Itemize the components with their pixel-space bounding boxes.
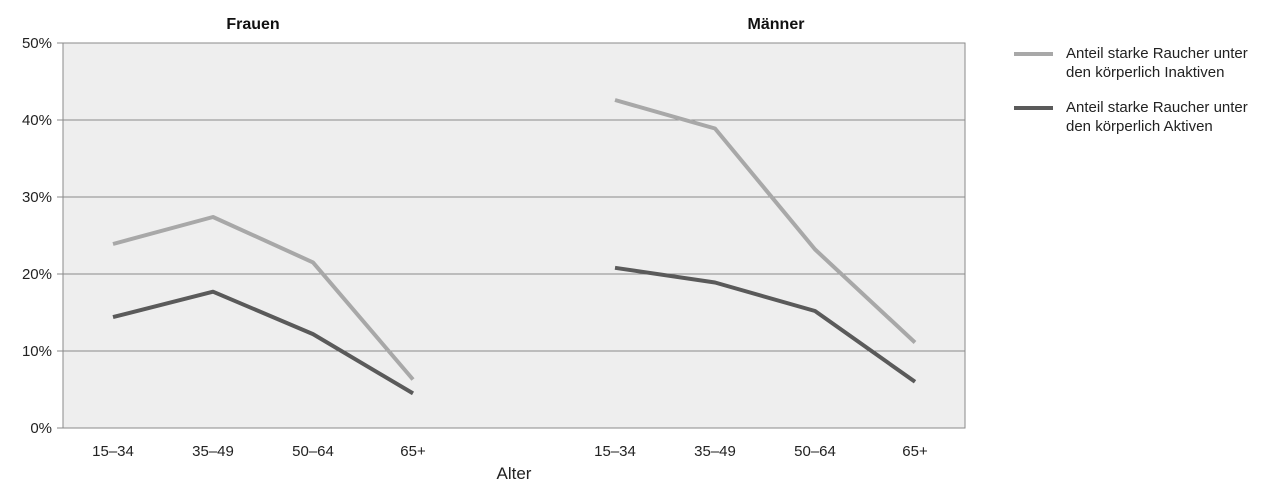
x-tick-label: 35–49 [694,443,736,460]
y-tick-label: 50% [22,35,52,52]
y-tick-label: 30% [22,189,52,206]
plot-area [62,42,966,429]
x-tick-label: 65+ [902,443,928,460]
series-line-inaktive-maenner [614,98,917,344]
series-line-aktive-frauen [112,289,415,396]
x-axis-title: Alter [497,464,532,482]
y-axis-tick-labels: 0% 10% 20% 30% 40% 50% [22,35,52,437]
y-tick-label: 10% [22,343,52,360]
x-tick-label: 15–34 [594,443,636,460]
x-tick-label: 15–34 [92,443,134,460]
grid-lines [57,42,965,429]
y-tick-label: 0% [30,420,52,437]
x-tick-label: 35–49 [192,443,234,460]
series-lines [112,98,917,396]
y-tick-label: 40% [22,112,52,129]
x-tick-label: 65+ [400,443,426,460]
legend-label: Anteil starke Raucher unter [1066,99,1248,116]
group-titles: Frauen Männer [226,16,804,33]
x-axis-tick-labels: 15–34 35–49 50–64 65+ 15–34 35–49 50–64 65+ [92,443,928,460]
series-line-aktive-maenner [614,265,917,384]
legend-label: Anteil starke Raucher unter [1066,45,1248,62]
y-tick-label: 20% [22,266,52,283]
x-tick-label: 50–64 [794,443,836,460]
x-tick-label: 50–64 [292,443,334,460]
group-title-maenner: Männer [748,16,805,33]
legend: Anteil starke Raucher unter den körperlic… [1014,45,1248,135]
group-title-frauen: Frauen [226,16,279,33]
series-line-inaktive-frauen [112,215,415,381]
legend-label: den körperlich Inaktiven [1066,64,1224,81]
legend-label: den körperlich Aktiven [1066,118,1213,135]
